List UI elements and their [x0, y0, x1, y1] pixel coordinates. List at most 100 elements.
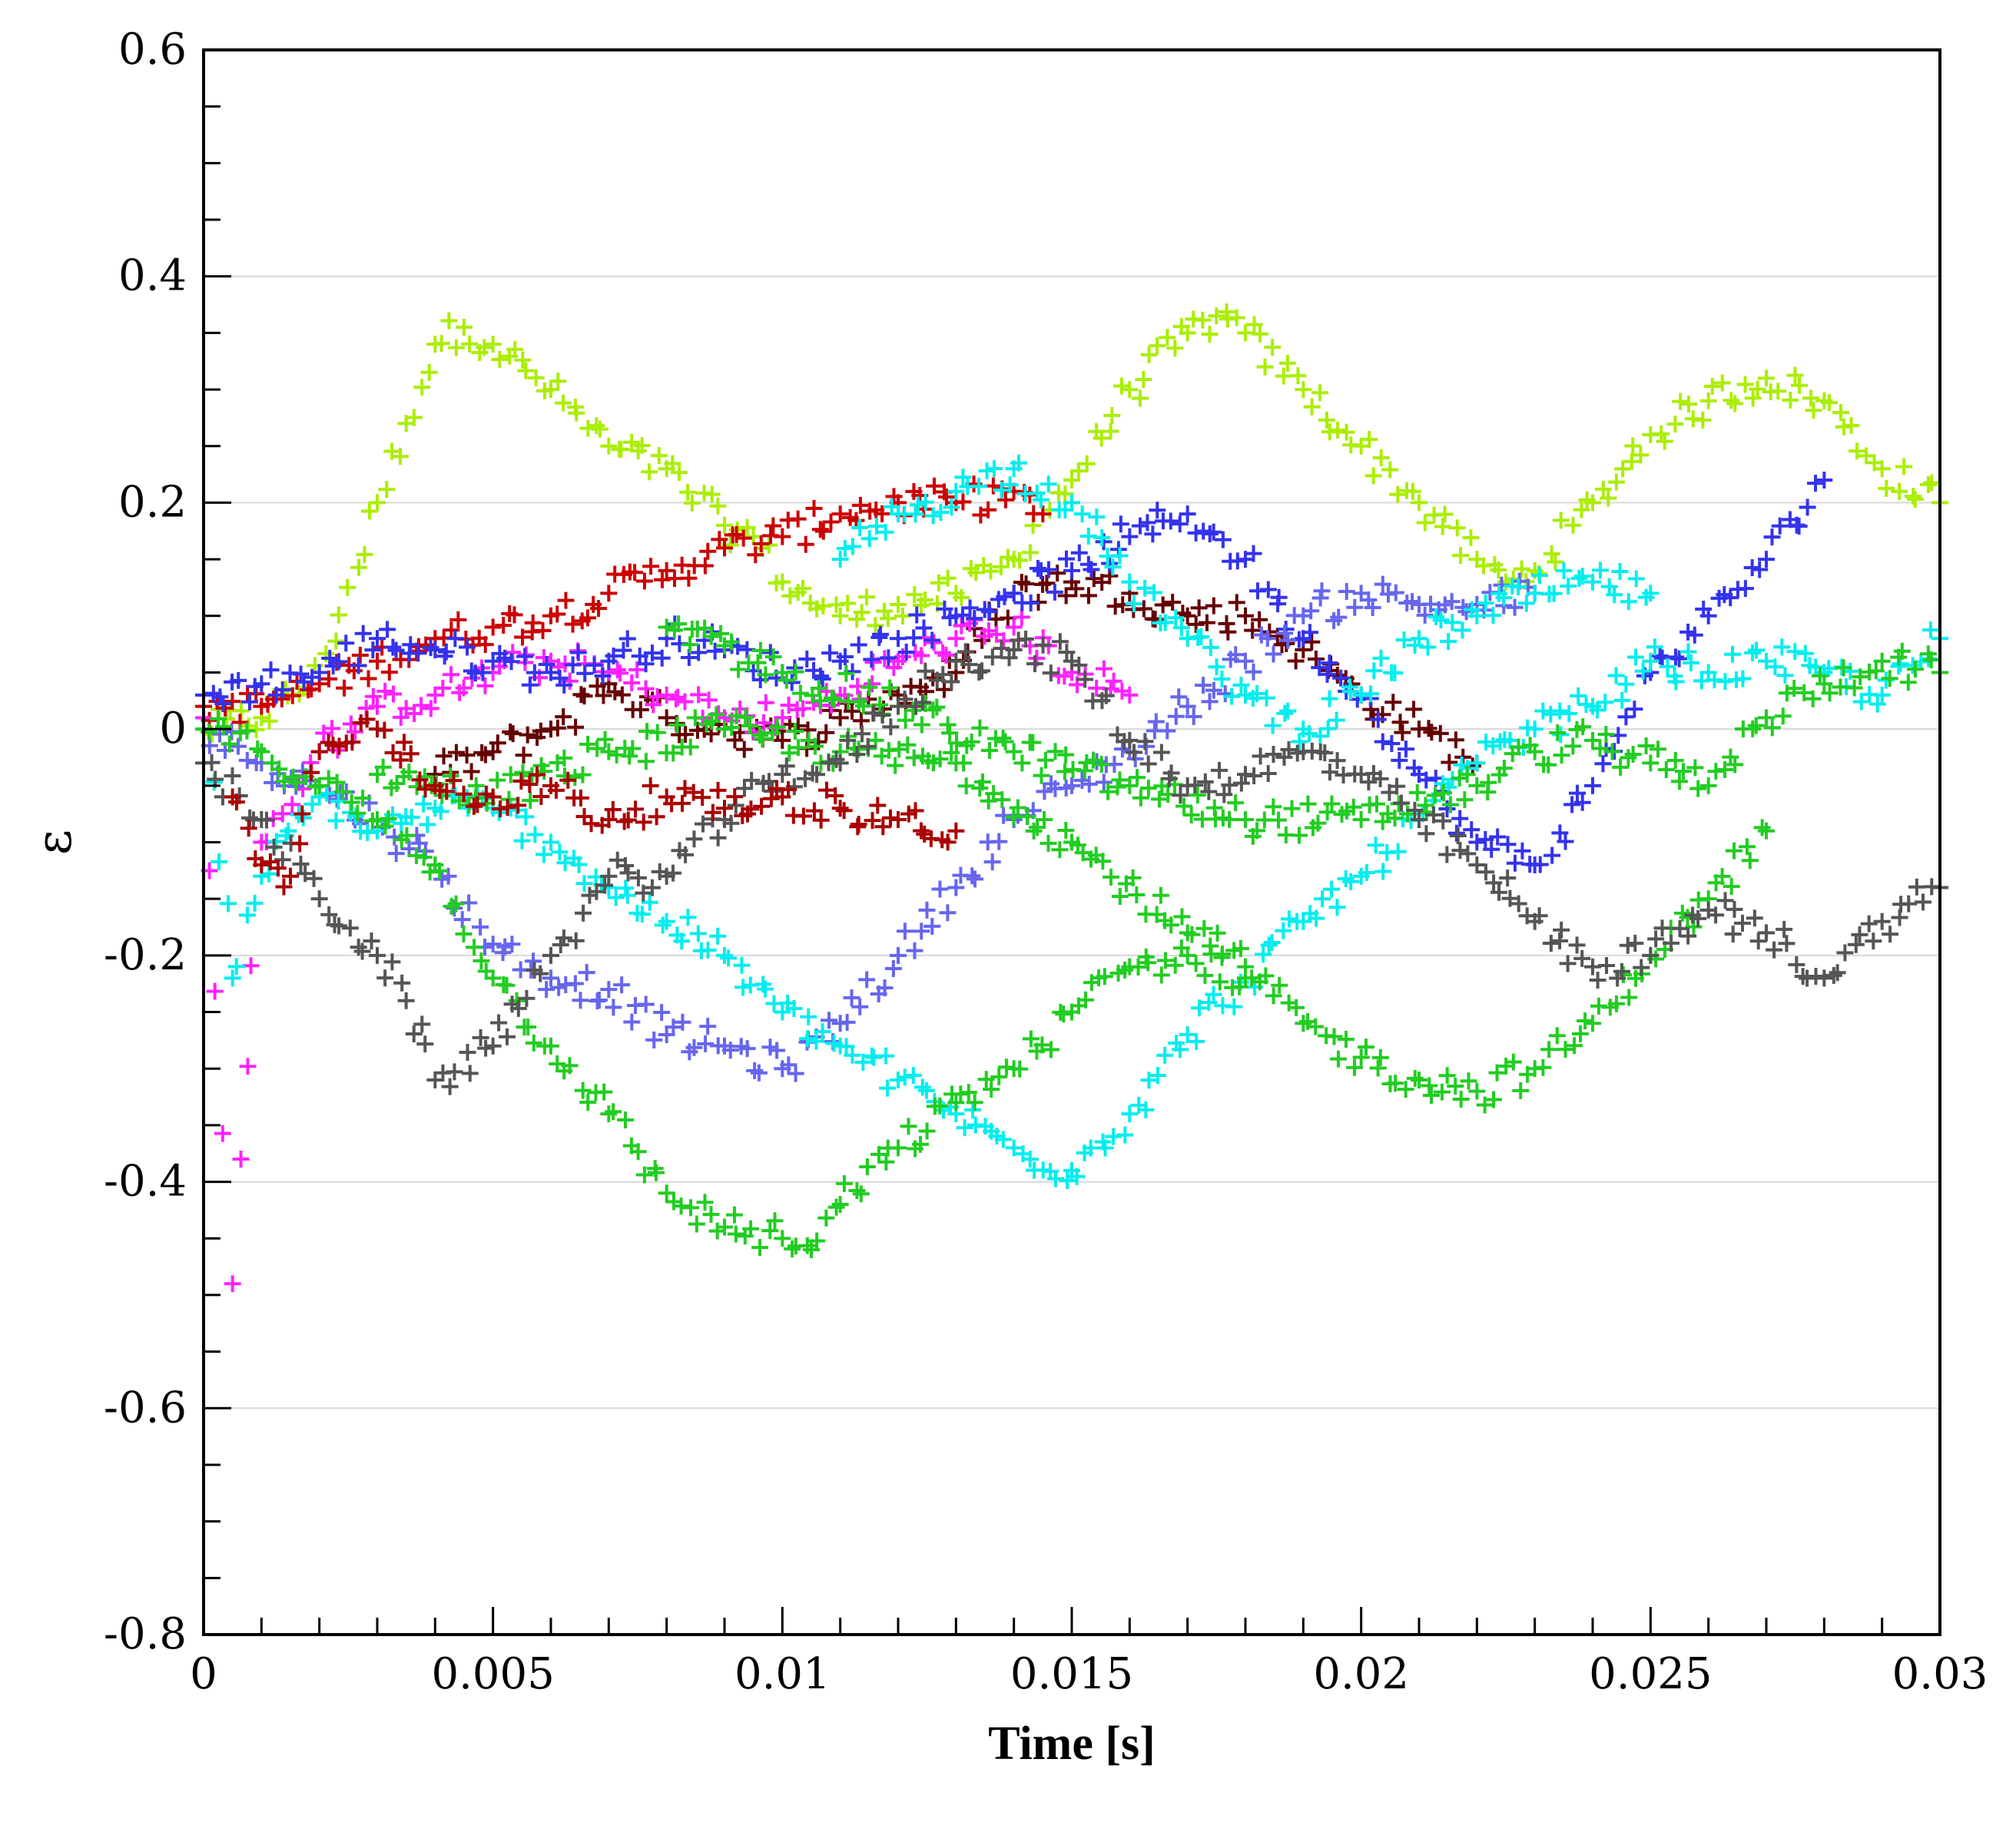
- data-point: [1922, 651, 1940, 669]
- data-point: [1245, 545, 1262, 562]
- data-point: [1228, 552, 1246, 570]
- data-point: [1560, 704, 1578, 722]
- data-point: [1231, 978, 1248, 995]
- data-point: [1352, 811, 1370, 829]
- data-point: [626, 564, 644, 581]
- data-point: [957, 643, 974, 661]
- data-point: [1367, 836, 1384, 854]
- data-point: [1836, 944, 1854, 962]
- data-point: [681, 1199, 699, 1217]
- data-point: [1815, 675, 1833, 693]
- data-point: [282, 867, 299, 885]
- data-point: [665, 744, 682, 762]
- data-point: [908, 606, 926, 624]
- data-point: [1162, 916, 1180, 934]
- data-point: [1121, 731, 1139, 749]
- data-point: [1738, 838, 1756, 856]
- data-point: [1915, 893, 1931, 911]
- data-point: [253, 743, 270, 760]
- data-point: [1480, 774, 1497, 791]
- data-point: [1191, 999, 1209, 1017]
- data-point: [230, 671, 247, 689]
- data-point: [852, 1185, 870, 1203]
- data-point: [1188, 1033, 1205, 1051]
- data-point: [354, 624, 372, 642]
- data-point: [918, 901, 936, 919]
- data-point: [240, 820, 257, 837]
- data-point: [1208, 307, 1225, 325]
- data-point: [1659, 658, 1676, 675]
- data-point: [1121, 777, 1139, 794]
- data-point: [688, 1215, 705, 1233]
- data-point: [787, 1065, 804, 1082]
- data-point: [1551, 932, 1569, 949]
- data-point: [906, 942, 923, 959]
- data-point: [869, 797, 887, 814]
- data-point: [1289, 367, 1307, 385]
- data-point: [1096, 1139, 1114, 1157]
- data-point: [1047, 1170, 1065, 1188]
- data-point: [1369, 711, 1387, 728]
- data-point: [1275, 367, 1292, 385]
- data-point: [1105, 1128, 1122, 1145]
- data-point: [839, 731, 857, 749]
- data-point: [1726, 900, 1743, 918]
- data-point: [1723, 392, 1740, 409]
- data-point: [1198, 614, 1215, 631]
- data-point: [1135, 600, 1152, 618]
- data-point: [1264, 339, 1282, 356]
- data-point: [1111, 888, 1129, 905]
- data-point: [1307, 651, 1325, 668]
- data-point: [392, 751, 410, 769]
- data-point: [1190, 599, 1208, 617]
- data-point: [874, 818, 892, 836]
- data-point: [1774, 707, 1792, 725]
- data-point: [1497, 1057, 1515, 1075]
- data-point: [1026, 655, 1043, 673]
- data-point: [521, 776, 539, 793]
- data-point: [215, 717, 233, 735]
- data-point: [1689, 909, 1707, 927]
- data-point: [872, 625, 890, 643]
- data-point: [1463, 821, 1480, 839]
- data-point: [1624, 437, 1642, 455]
- data-point: [356, 545, 373, 563]
- data-point: [750, 1064, 768, 1082]
- data-point: [374, 758, 392, 776]
- data-point: [817, 724, 835, 741]
- data-point: [1166, 340, 1184, 357]
- data-point: [574, 766, 592, 783]
- data-point: [327, 812, 345, 830]
- data-point: [1447, 731, 1464, 749]
- data-point: [1900, 895, 1918, 913]
- data-point: [1670, 650, 1688, 668]
- data-point: [1252, 325, 1269, 343]
- data-point: [227, 958, 245, 976]
- data-point: [1227, 794, 1245, 812]
- data-point: [914, 1078, 931, 1096]
- data-point: [1076, 671, 1094, 688]
- data-point: [1131, 517, 1149, 535]
- data-point: [1388, 777, 1406, 795]
- data-point: [575, 687, 593, 705]
- data-point: [733, 956, 751, 974]
- data-point: [509, 999, 527, 1017]
- data-point: [1265, 745, 1282, 763]
- data-point: [1406, 1069, 1424, 1087]
- data-point: [1069, 462, 1087, 480]
- data-point: [914, 694, 931, 711]
- data-point: [880, 649, 897, 667]
- data-point: [1260, 936, 1278, 954]
- data-point: [702, 628, 720, 645]
- data-point: [648, 1164, 665, 1181]
- data-point: [513, 832, 531, 850]
- data-point: [1802, 389, 1820, 407]
- data-point: [203, 754, 220, 771]
- data-point: [870, 1145, 887, 1163]
- data-point: [703, 485, 721, 503]
- data-point: [1311, 727, 1329, 745]
- data-point: [850, 636, 867, 654]
- data-point: [1397, 740, 1414, 758]
- data-point: [993, 791, 1011, 809]
- data-point: [1225, 998, 1243, 1015]
